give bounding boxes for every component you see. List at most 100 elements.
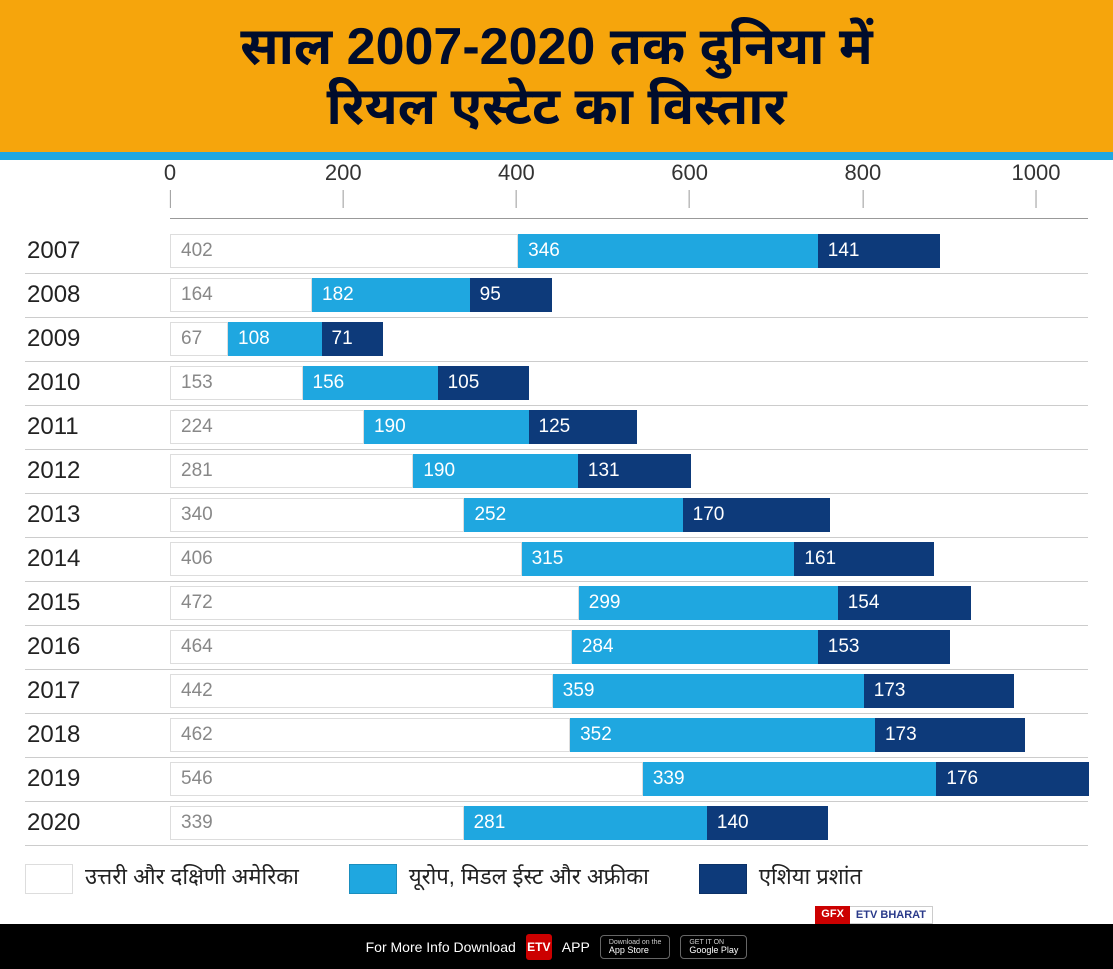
bar-track: 462352173 (170, 718, 1088, 752)
bar-track: 153156105 (170, 366, 1088, 400)
x-tick-mark (1036, 190, 1037, 208)
bar-track: 406315161 (170, 542, 1088, 576)
bar-track: 16418295 (170, 278, 1088, 312)
header-divider (0, 152, 1113, 160)
chart-row: 2018462352173 (25, 714, 1088, 758)
bar-segment-emea: 190 (413, 454, 578, 488)
x-tick: 800 (844, 160, 881, 208)
bar-track: 340252170 (170, 498, 1088, 532)
bar-segment-americas: 281 (170, 454, 413, 488)
chart-row: 20096710871 (25, 318, 1088, 362)
chart-row: 2011224190125 (25, 406, 1088, 450)
chart-row: 2015472299154 (25, 582, 1088, 626)
x-tick: 400 (498, 160, 535, 208)
bar-segment-apac: 105 (438, 366, 529, 400)
legend-swatch (699, 864, 747, 894)
bar-track: 281190131 (170, 454, 1088, 488)
x-tick-mark (516, 190, 517, 208)
bar-segment-emea: 299 (579, 586, 838, 620)
bar-segment-americas: 462 (170, 718, 570, 752)
bar-segment-apac: 125 (529, 410, 637, 444)
year-label: 2008 (25, 281, 170, 309)
etv-logo-icon: ETV (526, 934, 552, 960)
bar-segment-americas: 340 (170, 498, 464, 532)
appstore-big: App Store (609, 946, 662, 955)
app-download-footer: For More Info Download ETV APP Download … (0, 924, 1113, 969)
bar-segment-americas: 464 (170, 630, 572, 664)
x-tick: 600 (671, 160, 708, 208)
bar-segment-emea: 359 (553, 674, 864, 708)
bar-segment-emea: 346 (518, 234, 818, 268)
x-tick: 200 (325, 160, 362, 208)
x-axis: 0 200 400 600 800 1000 (25, 160, 1088, 220)
etv-label: ETV BHARAT (850, 906, 933, 924)
year-label: 2009 (25, 325, 170, 353)
bar-segment-americas: 164 (170, 278, 312, 312)
bar-segment-apac: 173 (864, 674, 1014, 708)
gfx-label: GFX (815, 906, 850, 924)
bar-segment-emea: 315 (522, 542, 795, 576)
year-label: 2011 (25, 413, 170, 441)
legend-item-emea: यूरोप, मिडल ईस्ट और अफ्रीका (349, 864, 649, 894)
x-tick: 0 (164, 160, 176, 208)
bar-segment-apac: 173 (875, 718, 1025, 752)
bar-segment-americas: 406 (170, 542, 522, 576)
bar-segment-americas: 339 (170, 806, 464, 840)
bar-track: 339281140 (170, 806, 1088, 840)
bar-track: 442359173 (170, 674, 1088, 708)
chart-rows: 2007402346141200816418295200967108712010… (25, 230, 1088, 846)
chart-row: 200816418295 (25, 274, 1088, 318)
legend-label: एशिया प्रशांत (759, 864, 862, 893)
legend-swatch (349, 864, 397, 894)
year-label: 2019 (25, 765, 170, 793)
chart-row: 2013340252170 (25, 494, 1088, 538)
legend-label: उत्तरी और दक्षिणी अमेरिका (85, 864, 299, 893)
footer-app-text: APP (562, 939, 590, 955)
bar-segment-apac: 161 (794, 542, 933, 576)
x-tick-label: 1000 (1012, 160, 1061, 186)
x-tick-label: 400 (498, 160, 535, 186)
chart-row: 2012281190131 (25, 450, 1088, 494)
legend: उत्तरी और दक्षिणी अमेरिका यूरोप, मिडल ईस्… (0, 846, 1113, 906)
chart-area: 02004006008001000 2007402346141200816418… (0, 160, 1113, 846)
bar-segment-americas: 224 (170, 410, 364, 444)
bar-segment-apac: 141 (818, 234, 940, 268)
googleplay-big: Google Play (689, 946, 738, 955)
legend-item-apac: एशिया प्रशांत (699, 864, 862, 894)
bar-segment-apac: 131 (578, 454, 691, 488)
year-label: 2016 (25, 633, 170, 661)
bar-segment-apac: 154 (838, 586, 971, 620)
bar-segment-emea: 108 (228, 322, 322, 356)
bar-segment-americas: 153 (170, 366, 303, 400)
bar-track: 546339176 (170, 762, 1088, 796)
year-label: 2020 (25, 809, 170, 837)
bar-segment-apac: 71 (322, 322, 383, 356)
title-line-1: साल 2007-2020 तक दुनिया में (20, 18, 1093, 78)
year-label: 2018 (25, 721, 170, 749)
x-tick: 1000 (1012, 160, 1061, 208)
x-tick-mark (862, 190, 863, 208)
x-tick-label: 800 (844, 160, 881, 186)
bar-segment-emea: 352 (570, 718, 875, 752)
bar-segment-emea: 281 (464, 806, 707, 840)
legend-label: यूरोप, मिडल ईस्ट और अफ्रीका (409, 864, 649, 893)
bar-segment-apac: 176 (936, 762, 1088, 796)
x-axis-ticks: 02004006008001000 (170, 160, 1088, 220)
bar-track: 464284153 (170, 630, 1088, 664)
legend-item-americas: उत्तरी और दक्षिणी अमेरिका (25, 864, 299, 894)
year-label: 2014 (25, 545, 170, 573)
chart-row: 2014406315161 (25, 538, 1088, 582)
chart-row: 2016464284153 (25, 626, 1088, 670)
appstore-badge[interactable]: Download on the App Store (600, 935, 671, 959)
chart-row: 2010153156105 (25, 362, 1088, 406)
googleplay-badge[interactable]: GET IT ON Google Play (680, 935, 747, 959)
year-label: 2017 (25, 677, 170, 705)
bar-segment-americas: 442 (170, 674, 553, 708)
bar-segment-apac: 95 (470, 278, 552, 312)
x-tick-label: 200 (325, 160, 362, 186)
bar-segment-emea: 190 (364, 410, 529, 444)
bar-segment-americas: 402 (170, 234, 518, 268)
bar-segment-americas: 472 (170, 586, 579, 620)
x-tick-mark (689, 190, 690, 208)
chart-row: 2017442359173 (25, 670, 1088, 714)
